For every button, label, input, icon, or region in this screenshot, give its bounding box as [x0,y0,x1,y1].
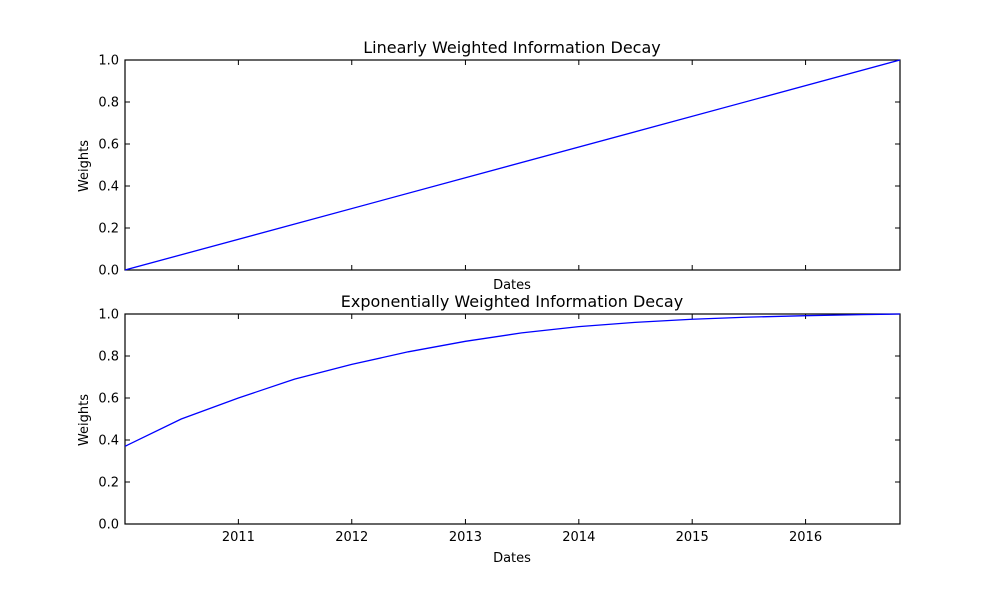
x-tick-label: 2013 [449,530,482,545]
chart-title: Exponentially Weighted Information Decay [341,292,683,311]
y-tick-label: 1.0 [98,54,119,69]
chart-title: Linearly Weighted Information Decay [363,38,661,57]
plot-frame [124,313,901,525]
y-tick-label: 0.8 [98,350,119,365]
y-axis-label: Weights [77,394,92,446]
y-tick-label: 0.0 [98,264,119,279]
series-line [124,313,901,447]
y-tick-label: 0.4 [98,434,119,449]
exponential-decay-plot: Exponentially Weighted Information Decay… [77,292,901,566]
linear-decay-plot: Linearly Weighted Information Decay Weig… [77,38,901,293]
x-tick-label: 2014 [562,530,595,545]
y-tick-label: 0.6 [98,138,119,153]
y-tick-label: 0.0 [98,518,119,533]
y-tick-label: 0.8 [98,96,119,111]
x-tick-label: 2011 [222,530,255,545]
y-tick-label: 0.2 [98,222,119,237]
x-tick-label: 2015 [676,530,709,545]
y-tick-label: 0.6 [98,392,119,407]
x-axis-label: Dates [493,278,531,293]
y-tick-label: 0.4 [98,180,119,195]
y-tick-label: 0.2 [98,476,119,491]
x-tick-label: 2012 [335,530,368,545]
x-axis-label: Dates [493,551,531,566]
y-tick-label: 1.0 [98,308,119,323]
series-line [124,59,901,271]
x-tick-label: 2016 [789,530,822,545]
plot-frame [124,59,901,271]
y-axis-label: Weights [77,140,92,192]
